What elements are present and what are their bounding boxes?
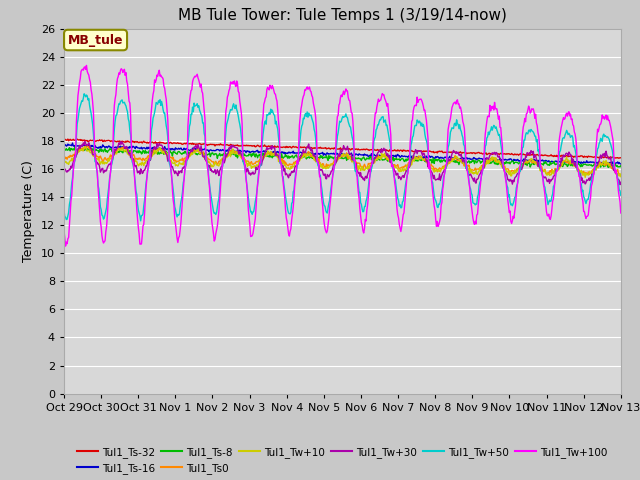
Legend: Tul1_Ts-32, Tul1_Ts-16, Tul1_Ts-8, Tul1_Ts0, Tul1_Tw+10, Tul1_Tw+30, Tul1_Tw+50,: Tul1_Ts-32, Tul1_Ts-16, Tul1_Ts-8, Tul1_… (73, 443, 612, 478)
Y-axis label: Temperature (C): Temperature (C) (22, 160, 35, 262)
Text: MB_tule: MB_tule (68, 34, 124, 47)
Title: MB Tule Tower: Tule Temps 1 (3/19/14-now): MB Tule Tower: Tule Temps 1 (3/19/14-now… (178, 9, 507, 24)
